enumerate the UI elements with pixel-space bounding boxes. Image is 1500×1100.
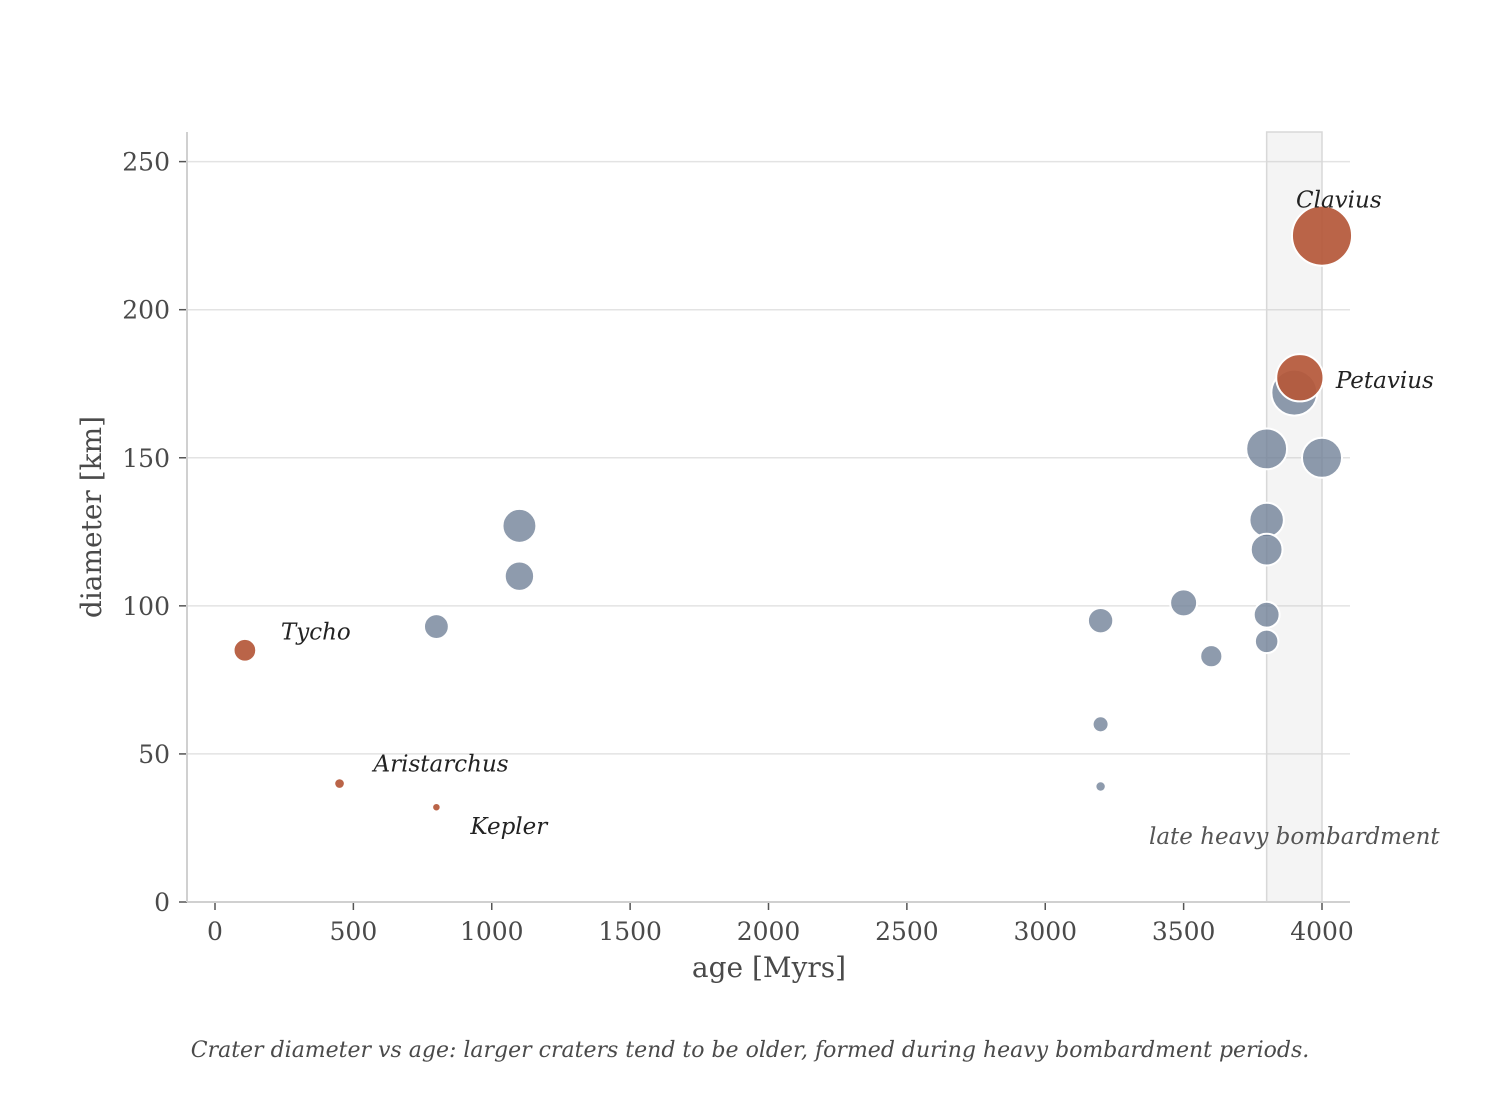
crater-point bbox=[1169, 588, 1199, 618]
y-tick-label: 200 bbox=[122, 296, 170, 325]
gridlines bbox=[187, 160, 1350, 755]
crater-point bbox=[1199, 644, 1224, 669]
named-crater-point bbox=[1275, 353, 1325, 403]
crater-point bbox=[1091, 715, 1110, 734]
crater-point bbox=[1248, 501, 1285, 539]
figure-caption: Crater diameter vs age: larger craters t… bbox=[191, 1038, 1310, 1063]
crater-point bbox=[422, 613, 450, 640]
crater-point bbox=[1245, 427, 1289, 471]
y-tick-label: 0 bbox=[154, 888, 170, 917]
crater-point bbox=[1086, 606, 1115, 635]
x-tick-label: 2000 bbox=[737, 917, 801, 946]
y-tick-label: 100 bbox=[122, 592, 170, 621]
named-crater-point bbox=[431, 801, 442, 813]
x-tick-label: 3500 bbox=[1152, 917, 1216, 946]
x-tick-label: 3000 bbox=[1013, 917, 1077, 946]
crater-point bbox=[1252, 600, 1281, 629]
crater-label: Petavius bbox=[1335, 368, 1434, 394]
annotations: Tycho Aristarchus Kepler Petavius Clavius bbox=[281, 188, 1434, 841]
crater-point bbox=[503, 560, 536, 592]
crater-label: Kepler bbox=[469, 814, 549, 840]
x-tick-label: 0 bbox=[207, 917, 223, 946]
crater-point bbox=[1300, 436, 1344, 479]
crater-point bbox=[1094, 780, 1107, 793]
data-points bbox=[232, 204, 1354, 813]
y-tick-label: 150 bbox=[122, 444, 170, 473]
y-tick-label: 250 bbox=[122, 148, 170, 177]
crater-label: Aristarchus bbox=[372, 752, 509, 778]
x-tick-label: 4000 bbox=[1290, 917, 1354, 946]
x-tick-label: 1500 bbox=[598, 917, 662, 946]
crater-point bbox=[1249, 532, 1284, 567]
crater-point bbox=[1253, 628, 1280, 655]
named-crater-point bbox=[333, 777, 346, 790]
crater-label: Clavius bbox=[1296, 188, 1382, 214]
crater-label: Tycho bbox=[281, 619, 351, 645]
x-tick-label: 1000 bbox=[460, 917, 524, 946]
crater-point bbox=[501, 507, 538, 544]
x-tick-label: 500 bbox=[330, 917, 378, 946]
x-tick-label: 2500 bbox=[875, 917, 939, 946]
x-axis-title: age [Myrs] bbox=[692, 951, 846, 984]
y-tick-label: 50 bbox=[138, 740, 170, 769]
named-crater-point bbox=[232, 637, 258, 663]
band-label: late heavy bombardment bbox=[1149, 824, 1440, 850]
named-crater-point bbox=[1290, 204, 1354, 267]
y-axis-title: diameter [km] bbox=[75, 416, 108, 618]
